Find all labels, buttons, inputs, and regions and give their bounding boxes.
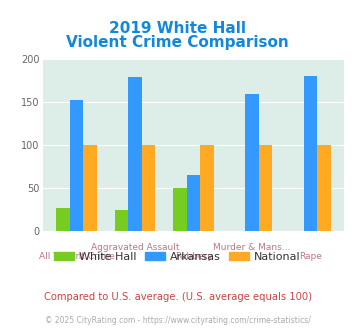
Bar [304, 76, 317, 231]
Text: Aggravated Assault: Aggravated Assault [91, 243, 179, 251]
Text: Robbery: Robbery [175, 252, 212, 261]
Text: 2019 White Hall: 2019 White Hall [109, 21, 246, 36]
Bar [115, 210, 128, 231]
Text: Rape: Rape [299, 252, 322, 261]
Text: Violent Crime Comparison: Violent Crime Comparison [66, 35, 289, 50]
Bar [200, 145, 214, 231]
Text: Murder & Mans...: Murder & Mans... [213, 243, 291, 251]
Bar [128, 78, 142, 231]
Bar [142, 145, 155, 231]
Bar [56, 208, 70, 231]
Bar [259, 145, 272, 231]
Text: © 2025 CityRating.com - https://www.cityrating.com/crime-statistics/: © 2025 CityRating.com - https://www.city… [45, 316, 310, 325]
Bar [70, 100, 83, 231]
Bar [187, 175, 200, 231]
Text: Compared to U.S. average. (U.S. average equals 100): Compared to U.S. average. (U.S. average … [44, 292, 311, 302]
Bar [173, 188, 187, 231]
Bar [317, 145, 331, 231]
Bar [245, 94, 259, 231]
Bar [83, 145, 97, 231]
Text: All Violent Crime: All Violent Crime [39, 252, 114, 261]
Legend: White Hall, Arkansas, National: White Hall, Arkansas, National [50, 248, 305, 267]
